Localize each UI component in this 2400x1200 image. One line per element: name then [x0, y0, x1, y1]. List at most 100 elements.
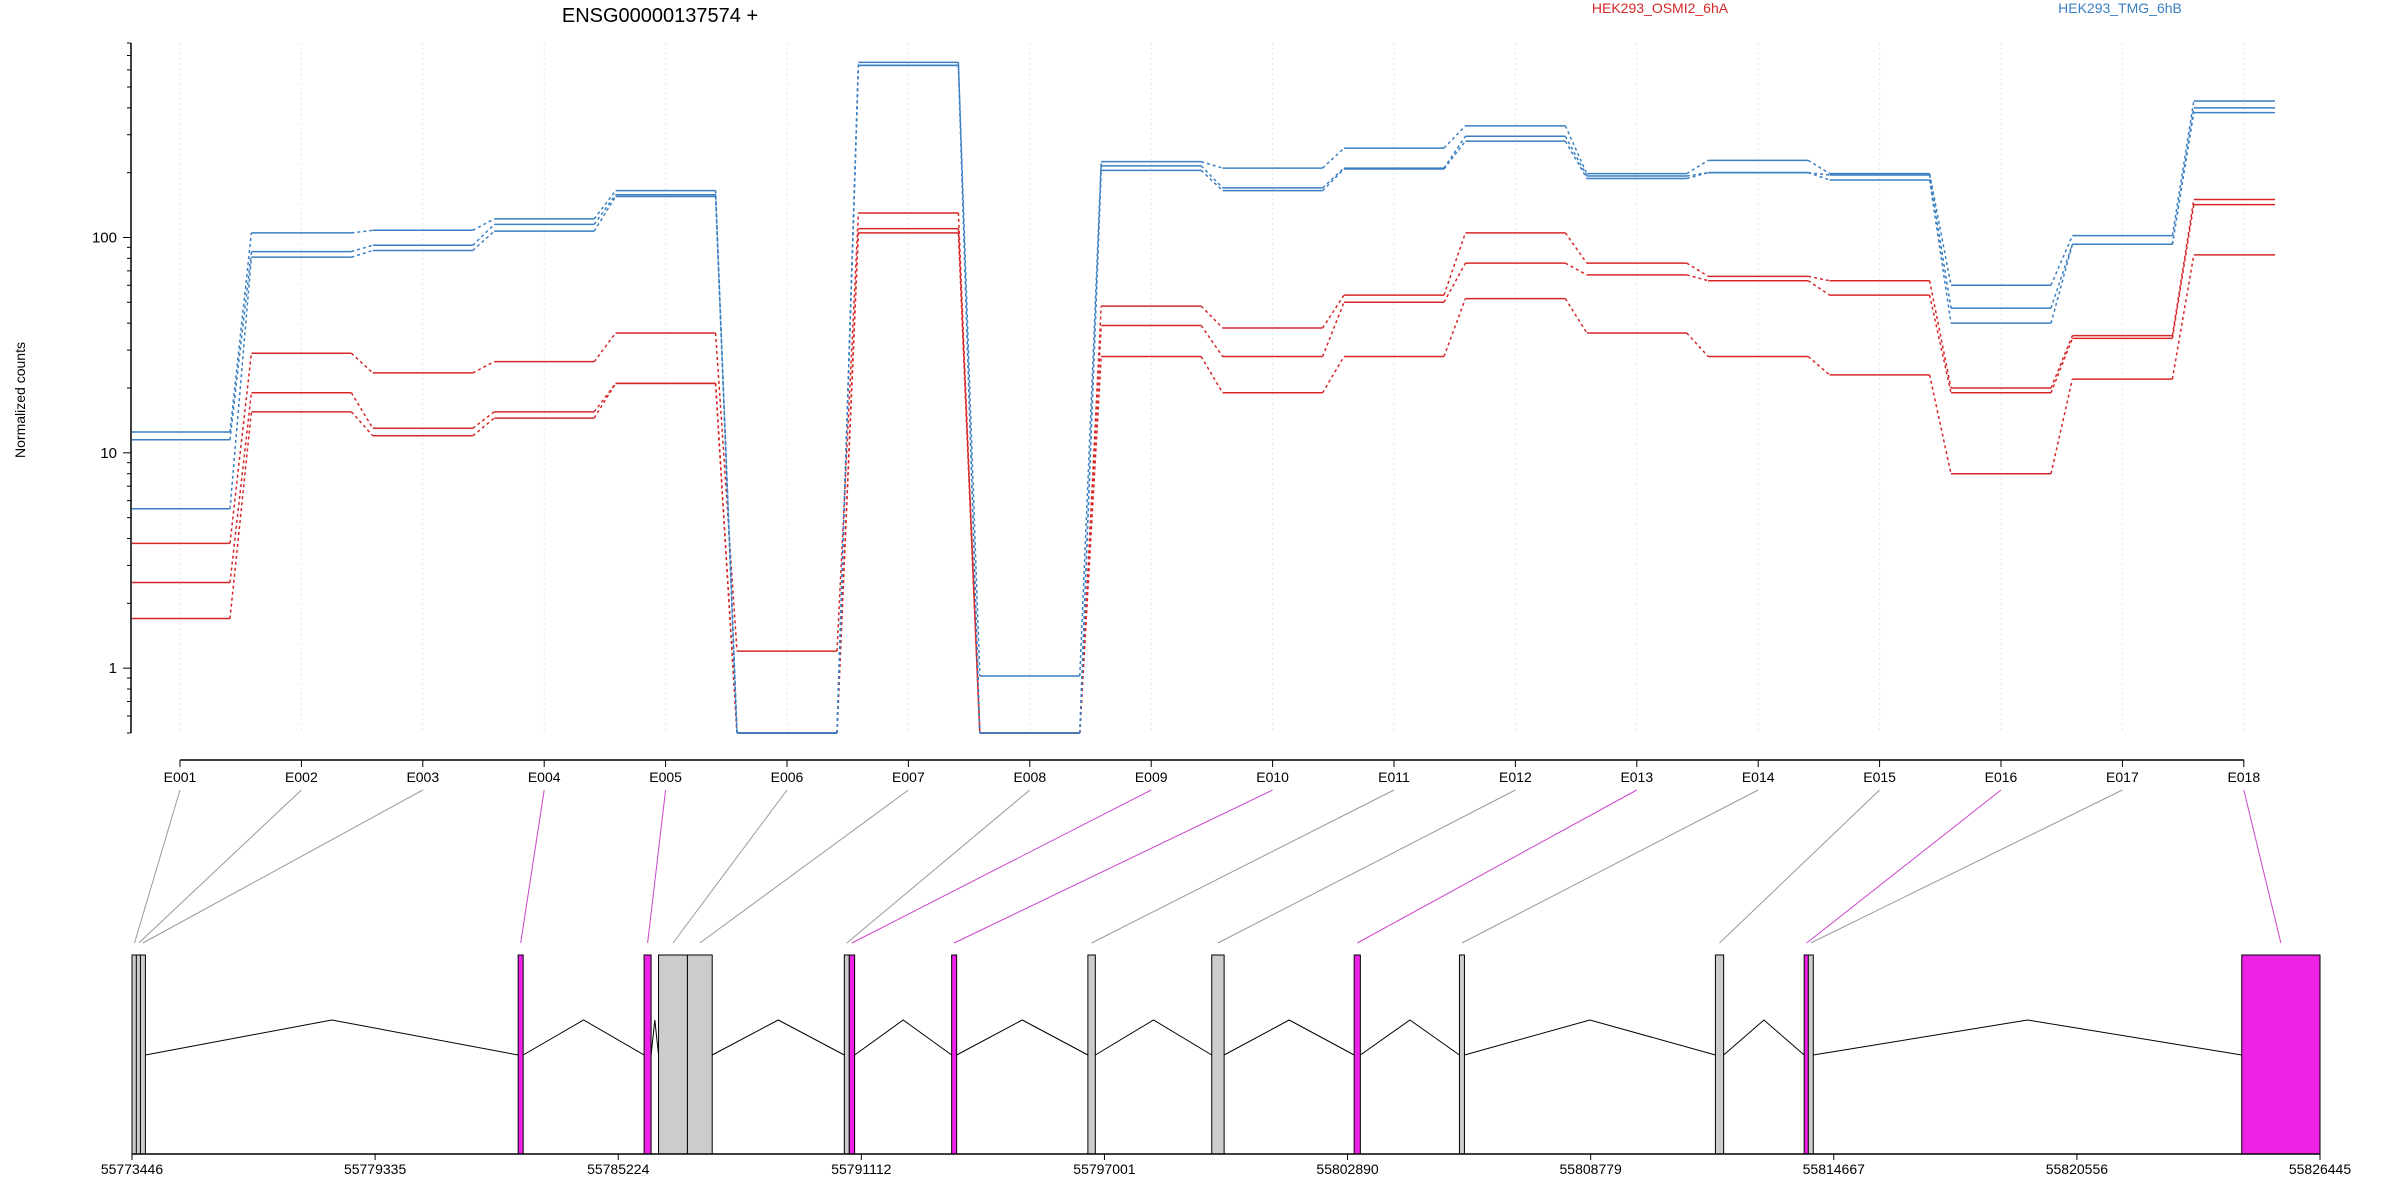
- exon-box-E007: [686, 954, 713, 1155]
- genomic-tick-label: 55826445: [2289, 1161, 2352, 1177]
- series-connector: [1686, 171, 1709, 180]
- exon-connector-E006: [672, 789, 788, 944]
- series-connector: [1686, 159, 1709, 175]
- exon-box-E005: [643, 954, 652, 1155]
- series-connector: [1928, 374, 1952, 474]
- x-tick-label-E015: E015: [1863, 769, 1896, 785]
- series-connector: [472, 417, 495, 437]
- exon-connector-E015: [1719, 789, 1880, 944]
- plot-gridlines: [179, 43, 2245, 733]
- series-connector: [1443, 135, 1467, 169]
- exon-connector-E003: [142, 789, 424, 944]
- series-connector: [1200, 356, 1224, 394]
- x-tick-label-E010: E010: [1256, 769, 1289, 785]
- exon-box-E011: [1087, 954, 1096, 1155]
- exon-connector-E009: [851, 789, 1152, 944]
- series-connector: [1686, 274, 1709, 282]
- x-tick-label-E009: E009: [1135, 769, 1168, 785]
- exon-connector-E002: [138, 789, 302, 944]
- gene-model: [131, 954, 2321, 1155]
- series-connector: [2171, 199, 2195, 336]
- series-connector: [1079, 161, 1102, 677]
- series-connector: [1564, 232, 1588, 264]
- series-connector: [351, 244, 374, 253]
- genomic-tick-label: 55779335: [344, 1161, 407, 1177]
- exon-box-E018: [2241, 954, 2321, 1155]
- x-axis: E001 E002 E003 E004 E005 E006 E007 E008 E009 E010…: [164, 759, 2260, 785]
- exon-connector-E011: [1091, 789, 1395, 944]
- series-connector: [2050, 244, 2074, 309]
- x-tick-label-E002: E002: [285, 769, 318, 785]
- series-connector: [350, 352, 374, 374]
- exon-connector-E016: [1806, 789, 2002, 944]
- intron-line: [522, 1019, 645, 1056]
- series-connector: [1200, 160, 1223, 169]
- series-connector: [1443, 125, 1466, 149]
- intron-line: [1723, 1019, 1805, 1056]
- series-connector: [1322, 168, 1345, 192]
- genomic-coordinate-axis: 55773446 55779335 55785224 55791112 55797001…: [101, 1153, 2352, 1177]
- exon-connector-E001: [134, 789, 181, 944]
- x-tick-label-E006: E006: [771, 769, 804, 785]
- series-connector: [229, 411, 253, 619]
- x-tick-label-E012: E012: [1499, 769, 1532, 785]
- series-connector: [2171, 100, 2195, 236]
- series-connector: [1928, 174, 1952, 309]
- series-connector: [229, 251, 253, 440]
- series-connector: [1443, 298, 1467, 357]
- series-connector: [1928, 173, 1952, 286]
- series-connector: [1200, 165, 1224, 189]
- intron-line: [711, 1019, 845, 1056]
- y-axis: 1 10 100: [92, 42, 132, 734]
- intron-line: [1360, 1019, 1460, 1056]
- series-connector: [714, 383, 738, 734]
- exon-connector-E010: [953, 789, 1273, 944]
- series-connector: [1928, 280, 1952, 389]
- series-connector: [593, 194, 617, 225]
- series-connector: [1807, 159, 1830, 175]
- series-connector: [2171, 204, 2195, 339]
- exon-connector-E013: [1357, 789, 1638, 944]
- series-connector: [1200, 169, 1224, 192]
- genomic-tick-label: 55808779: [1560, 1161, 1623, 1177]
- series-connector: [1200, 325, 1224, 357]
- y-axis-label: Normalized counts: [12, 342, 28, 458]
- intron-line: [854, 1019, 952, 1056]
- exon-box-E009: [848, 954, 856, 1155]
- intron-line: [1095, 1019, 1212, 1056]
- series-connector: [472, 361, 495, 374]
- series-connector: [472, 230, 495, 252]
- exon-connector-E018: [2243, 789, 2282, 944]
- x-tick-label-E016: E016: [1985, 769, 2018, 785]
- exon-connector-E005: [647, 789, 667, 944]
- series-connector: [2050, 244, 2074, 324]
- x-tick-label-E018: E018: [2227, 769, 2260, 785]
- intron-line: [956, 1019, 1089, 1056]
- genomic-tick-label: 55773446: [101, 1161, 164, 1177]
- series-connector: [472, 218, 495, 231]
- series-connector: [2050, 338, 2074, 394]
- exon-box-E004: [517, 954, 524, 1155]
- genomic-tick-label: 55785224: [587, 1161, 650, 1177]
- genomic-tick-label: 55820556: [2046, 1161, 2109, 1177]
- x-tick-label-E005: E005: [649, 769, 682, 785]
- series-connector: [2050, 378, 2074, 474]
- series-connector: [1443, 262, 1467, 303]
- exon-connector-lines: [134, 789, 2282, 944]
- x-tick-label-E014: E014: [1742, 769, 1775, 785]
- y-tick-label: 100: [92, 229, 117, 246]
- series-connector: [229, 392, 253, 583]
- series-connector: [1079, 306, 1102, 734]
- series-connector: [472, 411, 495, 429]
- series-connector: [1564, 135, 1588, 177]
- series-connector: [1564, 140, 1588, 179]
- exon-box-E015: [1714, 954, 1725, 1155]
- series-connector: [1322, 147, 1345, 169]
- exon-box-E014: [1458, 954, 1465, 1155]
- exon-connector-E012: [1217, 789, 1516, 944]
- series-connector: [1686, 262, 1709, 277]
- exon-connector-E007: [699, 789, 909, 944]
- x-tick-label-E013: E013: [1620, 769, 1653, 785]
